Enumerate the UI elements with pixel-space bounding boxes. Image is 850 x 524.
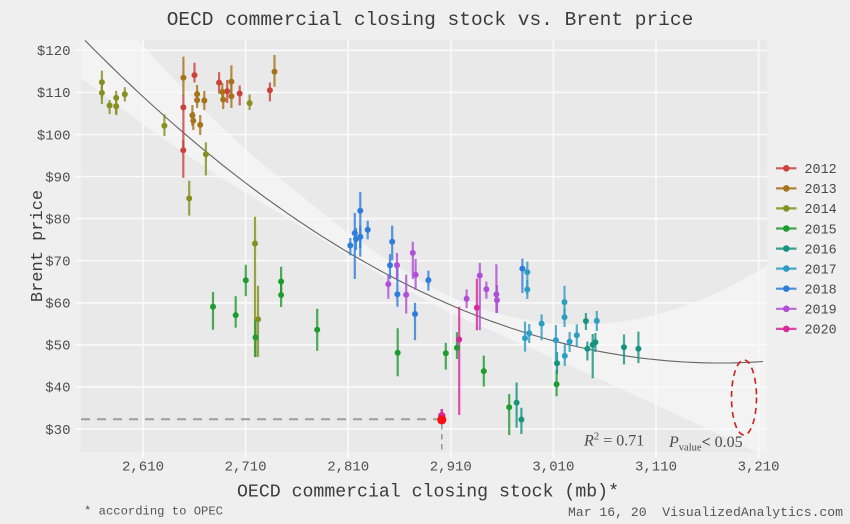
- svg-text:$60: $60: [45, 297, 70, 313]
- svg-text:2,810: 2,810: [327, 460, 369, 476]
- svg-text:$70: $70: [45, 255, 70, 271]
- svg-text:2017: 2017: [805, 263, 837, 278]
- svg-text:Pvalue< 0.05: Pvalue< 0.05: [668, 434, 743, 454]
- svg-text:2014: 2014: [805, 203, 837, 218]
- svg-text:* according to OPEC: * according to OPEC: [84, 505, 223, 519]
- svg-text:OECD commercial closing stock: OECD commercial closing stock (mb)*: [237, 483, 619, 503]
- svg-text:$30: $30: [45, 423, 70, 439]
- svg-text:$90: $90: [45, 170, 70, 186]
- svg-text:2018: 2018: [805, 284, 837, 299]
- svg-text:3,110: 3,110: [635, 460, 677, 476]
- svg-text:OECD commercial closing stock: OECD commercial closing stock vs. Brent …: [167, 9, 694, 31]
- svg-text:2,710: 2,710: [225, 460, 267, 476]
- svg-text:2013: 2013: [805, 183, 837, 198]
- svg-text:$100: $100: [37, 128, 71, 144]
- svg-text:2,610: 2,610: [122, 460, 164, 476]
- svg-text:Brent price: Brent price: [29, 190, 48, 302]
- svg-text:Mar 16, 20 VisualizedAnalytic: Mar 16, 20 VisualizedAnalytics.com: [568, 505, 843, 520]
- svg-text:$110: $110: [37, 86, 71, 102]
- svg-text:R2 = 0.71: R2 = 0.71: [583, 431, 644, 450]
- svg-text:2012: 2012: [805, 163, 837, 178]
- svg-text:2020: 2020: [805, 324, 837, 339]
- svg-text:$120: $120: [37, 44, 71, 60]
- svg-text:$50: $50: [45, 339, 70, 355]
- svg-text:$40: $40: [45, 381, 70, 397]
- svg-text:3,010: 3,010: [532, 460, 574, 476]
- svg-text:2019: 2019: [805, 304, 837, 319]
- svg-text:2015: 2015: [805, 223, 837, 238]
- svg-text:2016: 2016: [805, 243, 837, 258]
- svg-text:2,910: 2,910: [430, 460, 472, 476]
- svg-text:3,210: 3,210: [738, 460, 780, 476]
- svg-text:$80: $80: [45, 212, 70, 228]
